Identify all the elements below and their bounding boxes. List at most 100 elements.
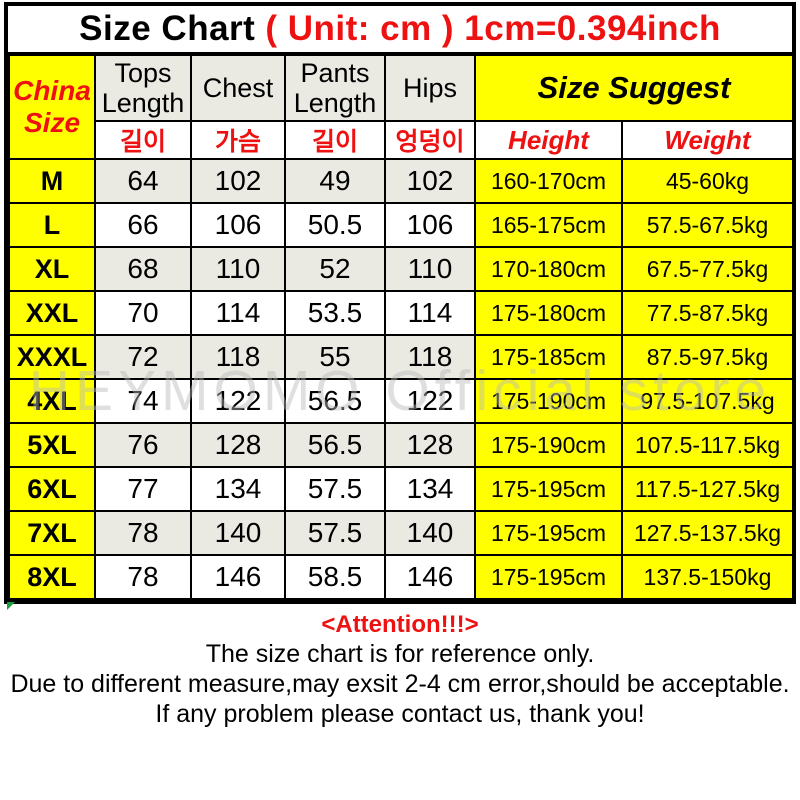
table-row-xxl: XXL 70 114 53.5 114 175-180cm 77.5-87.5k… bbox=[8, 290, 794, 336]
table-row-4xl: 4XL 74 122 56.5 122 175-190cm 97.5-107.5… bbox=[8, 378, 794, 424]
table-row-xl: XL 68 110 52 110 170-180cm 67.5-77.5kg bbox=[8, 246, 794, 292]
hips-cell: 118 bbox=[384, 334, 476, 380]
chest-cell: 102 bbox=[190, 158, 286, 204]
size-chart-panel: Size Chart( Unit: cm ) 1cm=0.394inch Chi… bbox=[4, 2, 796, 610]
hips-cell: 140 bbox=[384, 510, 476, 556]
weight-cell: 87.5-97.5kg bbox=[621, 334, 794, 380]
cell-flag-icon bbox=[7, 602, 15, 610]
hips-cell: 114 bbox=[384, 290, 476, 336]
size-cell: 4XL bbox=[8, 378, 96, 424]
table-row-6xl: 6XL 77 134 57.5 134 175-195cm 117.5-127.… bbox=[8, 466, 794, 512]
size-cell: XXL bbox=[8, 290, 96, 336]
pants-length-cell: 52 bbox=[284, 246, 386, 292]
weight-cell: 107.5-117.5kg bbox=[621, 422, 794, 468]
tops-length-cell: 77 bbox=[94, 466, 192, 512]
weight-cell: 97.5-107.5kg bbox=[621, 378, 794, 424]
size-cell: XL bbox=[8, 246, 96, 292]
chest-cell: 114 bbox=[190, 290, 286, 336]
table-row-l: L 66 106 50.5 106 165-175cm 57.5-67.5kg bbox=[8, 202, 794, 248]
hips-cell: 102 bbox=[384, 158, 476, 204]
header-pants-length: Pants Length bbox=[284, 54, 386, 122]
hips-cell: 122 bbox=[384, 378, 476, 424]
title-unit-conversion: ( Unit: cm ) 1cm=0.394inch bbox=[265, 9, 721, 48]
footer-notes: <Attention!!!> The size chart is for ref… bbox=[0, 611, 800, 729]
chest-cell: 140 bbox=[190, 510, 286, 556]
tops-length-cell: 74 bbox=[94, 378, 192, 424]
weight-cell: 127.5-137.5kg bbox=[621, 510, 794, 556]
height-cell: 175-190cm bbox=[474, 422, 623, 468]
pants-length-cell: 56.5 bbox=[284, 378, 386, 424]
tops-length-cell: 76 bbox=[94, 422, 192, 468]
header-weight: Weight bbox=[621, 120, 794, 160]
tops-length-cell: 72 bbox=[94, 334, 192, 380]
tops-length-cell: 78 bbox=[94, 554, 192, 600]
size-cell: 6XL bbox=[8, 466, 96, 512]
size-cell: XXXL bbox=[8, 334, 96, 380]
weight-cell: 45-60kg bbox=[621, 158, 794, 204]
tops-length-cell: 66 bbox=[94, 202, 192, 248]
weight-cell: 117.5-127.5kg bbox=[621, 466, 794, 512]
size-cell: M bbox=[8, 158, 96, 204]
size-cell: L bbox=[8, 202, 96, 248]
hips-cell: 110 bbox=[384, 246, 476, 292]
weight-cell: 67.5-77.5kg bbox=[621, 246, 794, 292]
pants-length-cell: 49 bbox=[284, 158, 386, 204]
pants-length-cell: 50.5 bbox=[284, 202, 386, 248]
tops-length-cell: 68 bbox=[94, 246, 192, 292]
header-tops-length-korean: 길이 bbox=[94, 120, 192, 160]
footer-note-line: Due to different measure,may exsit 2-4 c… bbox=[10, 670, 790, 698]
hips-cell: 106 bbox=[384, 202, 476, 248]
height-cell: 175-195cm bbox=[474, 510, 623, 556]
header-pants-length-korean: 길이 bbox=[284, 120, 386, 160]
footer-note-line: The size chart is for reference only. bbox=[205, 640, 595, 668]
header-height: Height bbox=[474, 120, 623, 160]
header-tops-length: Tops Length bbox=[94, 54, 192, 122]
header-chest-korean: 가슴 bbox=[190, 120, 286, 160]
table-row-5xl: 5XL 76 128 56.5 128 175-190cm 107.5-117.… bbox=[8, 422, 794, 468]
header-hips: Hips bbox=[384, 54, 476, 122]
chest-cell: 134 bbox=[190, 466, 286, 512]
page-title: Size Chart( Unit: cm ) 1cm=0.394inch bbox=[8, 6, 792, 54]
header-chest: Chest bbox=[190, 54, 286, 122]
tops-length-cell: 78 bbox=[94, 510, 192, 556]
pants-length-cell: 55 bbox=[284, 334, 386, 380]
chest-cell: 146 bbox=[190, 554, 286, 600]
size-cell: 7XL bbox=[8, 510, 96, 556]
header-china-size: China Size bbox=[8, 54, 96, 160]
pants-length-cell: 57.5 bbox=[284, 466, 386, 512]
size-cell: 8XL bbox=[8, 554, 96, 600]
height-cell: 175-195cm bbox=[474, 466, 623, 512]
hips-cell: 146 bbox=[384, 554, 476, 600]
height-cell: 175-195cm bbox=[474, 554, 623, 600]
footer-note-line: If any problem please contact us, thank … bbox=[155, 700, 645, 728]
pants-length-cell: 53.5 bbox=[284, 290, 386, 336]
table-row-8xl: 8XL 78 146 58.5 146 175-195cm 137.5-150k… bbox=[8, 554, 794, 600]
header-hips-korean: 엉덩이 bbox=[384, 120, 476, 160]
weight-cell: 77.5-87.5kg bbox=[621, 290, 794, 336]
weight-cell: 57.5-67.5kg bbox=[621, 202, 794, 248]
table-row-xxxl: XXXL 72 118 55 118 175-185cm 87.5-97.5kg bbox=[8, 334, 794, 380]
pants-length-cell: 56.5 bbox=[284, 422, 386, 468]
chest-cell: 110 bbox=[190, 246, 286, 292]
height-cell: 170-180cm bbox=[474, 246, 623, 292]
tops-length-cell: 70 bbox=[94, 290, 192, 336]
height-cell: 165-175cm bbox=[474, 202, 623, 248]
tops-length-cell: 64 bbox=[94, 158, 192, 204]
hips-cell: 128 bbox=[384, 422, 476, 468]
chest-cell: 106 bbox=[190, 202, 286, 248]
size-chart-table: China Size Tops Length Chest Pants Lengt… bbox=[8, 54, 794, 600]
size-cell: 5XL bbox=[8, 422, 96, 468]
table-row-m: M 64 102 49 102 160-170cm 45-60kg bbox=[8, 158, 794, 204]
height-cell: 175-185cm bbox=[474, 334, 623, 380]
title-product: Size Chart bbox=[79, 9, 256, 48]
pants-length-cell: 57.5 bbox=[284, 510, 386, 556]
attention-heading: <Attention!!!> bbox=[321, 611, 479, 638]
header-size-suggest: Size Suggest bbox=[474, 54, 794, 122]
table-row-7xl: 7XL 78 140 57.5 140 175-195cm 127.5-137.… bbox=[8, 510, 794, 556]
height-cell: 160-170cm bbox=[474, 158, 623, 204]
chest-cell: 118 bbox=[190, 334, 286, 380]
chest-cell: 122 bbox=[190, 378, 286, 424]
height-cell: 175-190cm bbox=[474, 378, 623, 424]
pants-length-cell: 58.5 bbox=[284, 554, 386, 600]
hips-cell: 134 bbox=[384, 466, 476, 512]
